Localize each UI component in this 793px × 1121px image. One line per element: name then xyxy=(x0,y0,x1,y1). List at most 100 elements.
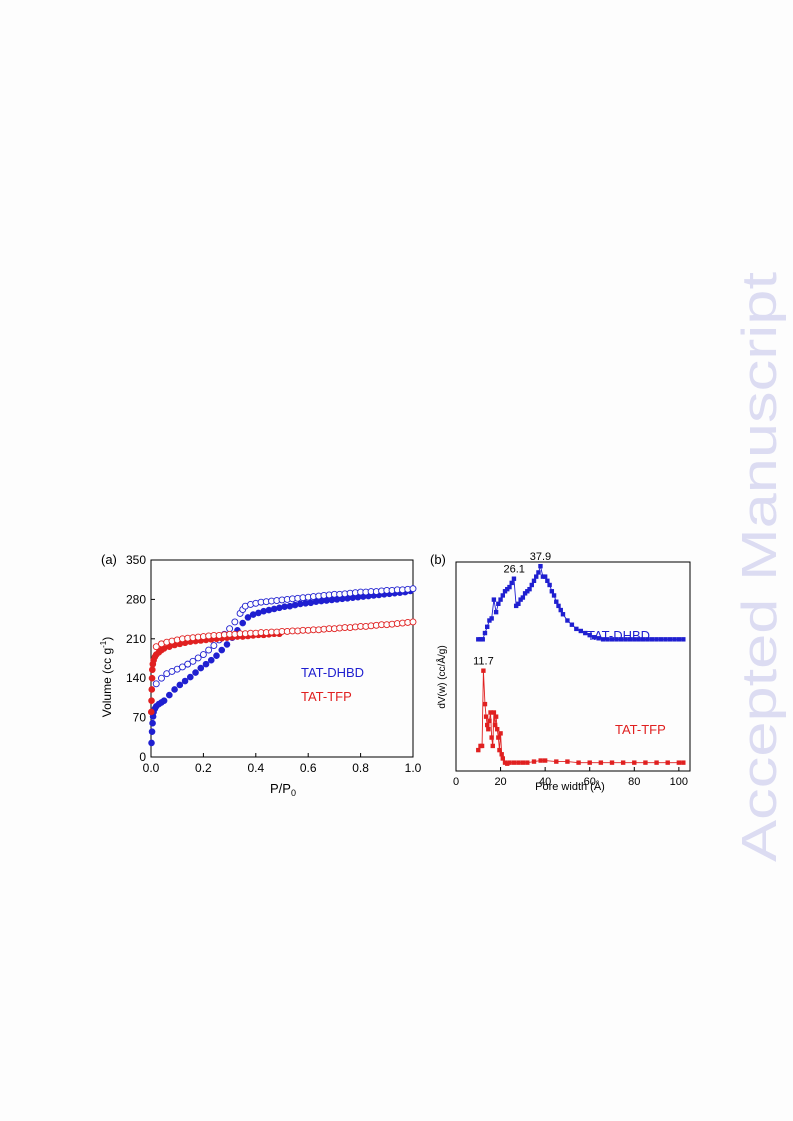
data-point xyxy=(187,673,194,681)
legend-tat-tfp: TAT-TFP xyxy=(301,689,352,704)
data-point xyxy=(569,622,575,627)
data-point xyxy=(158,674,165,682)
data-point xyxy=(587,760,592,765)
data-point xyxy=(536,570,541,575)
data-point xyxy=(522,591,528,596)
data-point xyxy=(223,641,231,648)
data-point xyxy=(493,714,499,719)
data-point xyxy=(542,758,548,763)
data-point xyxy=(493,609,499,615)
data-point xyxy=(218,646,226,654)
y-tick-label: 280 xyxy=(126,592,146,606)
data-point xyxy=(148,697,155,705)
data-point xyxy=(213,652,220,659)
x-tick-label: 0.4 xyxy=(247,761,264,775)
data-point xyxy=(226,625,234,633)
data-point xyxy=(609,637,615,642)
data-point xyxy=(409,585,417,593)
data-point xyxy=(239,619,246,627)
data-point xyxy=(491,710,497,715)
isotherm-chart: 0.0 0.2 0.4 0.6 0.8 1.0 0 70 140 210 280 350 (a) P/… xyxy=(99,552,422,798)
series-line xyxy=(478,564,684,640)
data-point xyxy=(620,760,626,765)
panel-label-a: (a) xyxy=(101,552,117,567)
data-point xyxy=(578,628,583,634)
isotherm-x-axis-label: P/P0 xyxy=(270,781,296,798)
data-point xyxy=(491,597,497,602)
data-point xyxy=(614,637,619,642)
data-point xyxy=(556,603,561,609)
y-tick-label: 140 xyxy=(126,671,146,685)
data-point xyxy=(500,593,505,598)
peak-annotation: 11.7 xyxy=(473,656,494,668)
x-tick-label: 0.0 xyxy=(143,761,160,775)
data-point xyxy=(178,663,186,671)
data-point xyxy=(488,710,493,715)
pore-y-axis-label: dV(w) (cc/Å/g) xyxy=(435,645,448,708)
data-point xyxy=(492,722,498,728)
data-point xyxy=(516,760,521,765)
data-point xyxy=(632,637,637,642)
data-point xyxy=(676,637,682,642)
pore-axes-frame xyxy=(455,561,691,772)
data-point xyxy=(540,574,546,579)
y-tick-label: 210 xyxy=(126,632,146,646)
data-point xyxy=(654,760,659,765)
data-point xyxy=(558,607,563,613)
data-point xyxy=(148,686,156,693)
pore-size-plot-area: 0 20 40 60 80 100 26.1 37.9 11.7 xyxy=(453,551,691,788)
data-point xyxy=(667,637,673,642)
data-point xyxy=(184,660,192,668)
isotherm-y-axis-label: Volume (cc g-1) xyxy=(99,637,114,718)
data-point xyxy=(160,697,168,705)
data-point xyxy=(495,727,500,732)
data-point xyxy=(487,618,492,623)
data-point xyxy=(681,760,686,765)
data-point xyxy=(643,760,648,765)
data-point xyxy=(516,601,521,606)
data-point xyxy=(531,759,537,764)
data-point xyxy=(645,637,650,642)
data-point xyxy=(518,597,523,602)
data-point xyxy=(554,599,559,604)
data-point xyxy=(658,637,664,642)
y-tick-label: 70 xyxy=(133,711,147,725)
data-point xyxy=(152,680,160,688)
data-point xyxy=(409,618,417,626)
series-tat-tfp xyxy=(476,668,686,766)
data-point xyxy=(489,616,494,621)
data-point xyxy=(511,576,517,581)
data-point xyxy=(527,586,532,592)
data-point xyxy=(520,760,526,765)
x-tick-label: 60 xyxy=(584,776,596,788)
data-point xyxy=(202,660,210,668)
data-point xyxy=(531,578,537,584)
data-point xyxy=(534,574,539,579)
data-point xyxy=(623,637,628,642)
x-tick-label: 1.0 xyxy=(405,761,422,775)
data-point xyxy=(591,635,597,640)
data-point xyxy=(171,686,178,693)
data-point xyxy=(149,666,156,674)
data-point xyxy=(210,642,218,650)
data-point xyxy=(676,760,682,765)
x-tick-label: 0.6 xyxy=(300,761,317,775)
data-point xyxy=(476,637,481,642)
data-point xyxy=(605,637,610,642)
data-point xyxy=(565,618,570,623)
data-point xyxy=(665,760,670,765)
data-point xyxy=(636,637,641,642)
data-point xyxy=(618,637,624,642)
data-point xyxy=(194,654,202,662)
data-point xyxy=(148,728,156,735)
data-point xyxy=(482,630,488,636)
data-point xyxy=(502,589,508,594)
data-point xyxy=(549,589,555,594)
data-point xyxy=(529,582,534,588)
peak-annotation: 37.9 xyxy=(530,551,551,563)
pore-size-chart: 0 20 40 60 80 100 26.1 37.9 11.7 (b) Pore width … xyxy=(430,551,691,793)
x-tick-label: 0.2 xyxy=(195,761,212,775)
data-point xyxy=(507,760,512,765)
data-point xyxy=(513,603,519,609)
data-point xyxy=(672,637,677,642)
